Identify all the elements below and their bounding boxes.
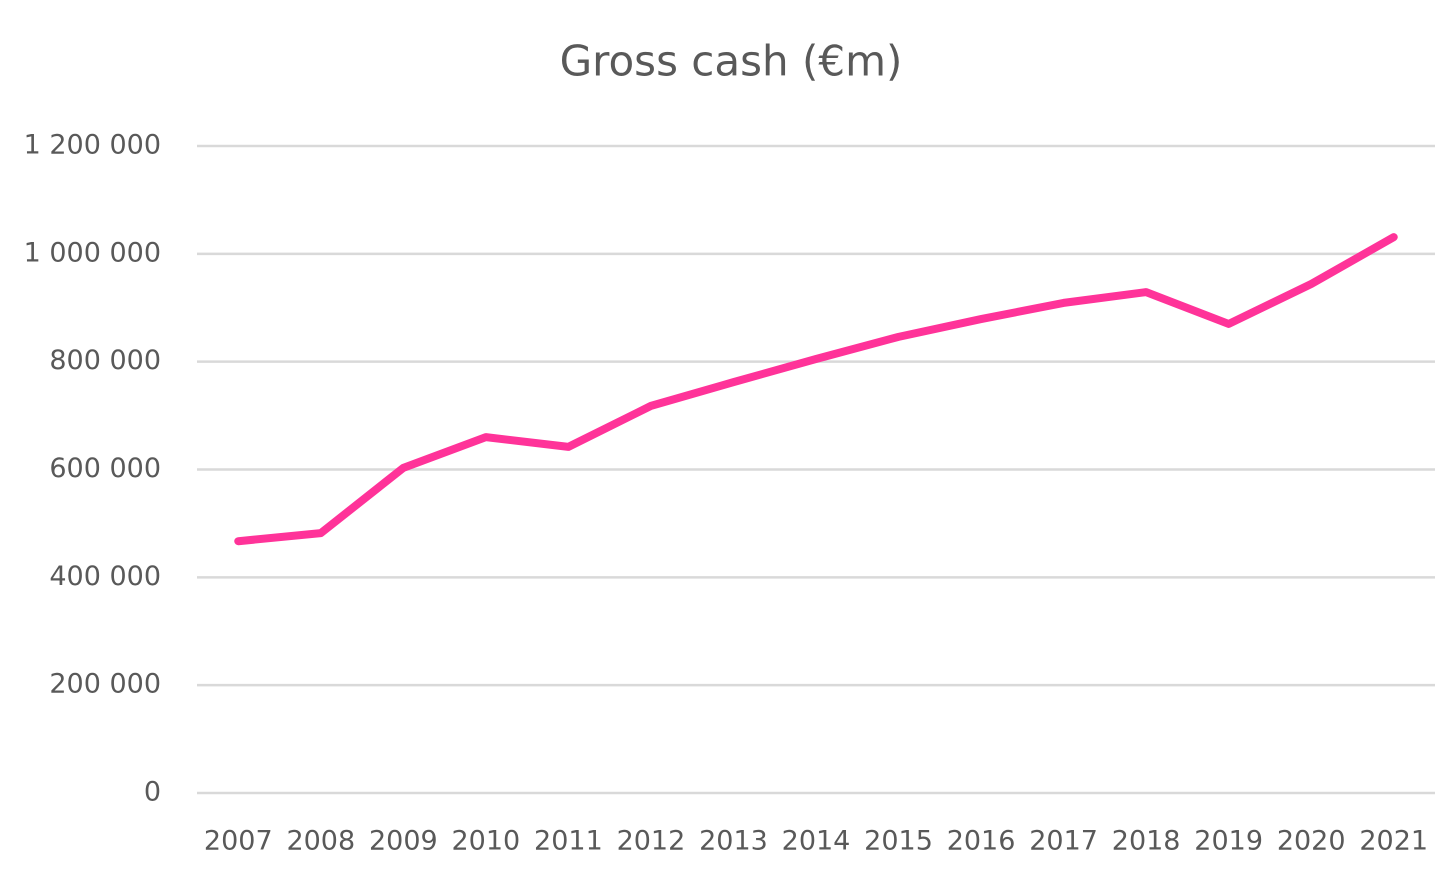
y-tick-label: 0 (144, 777, 161, 808)
y-tick-label: 600 000 (49, 453, 161, 484)
x-tick-label: 2011 (534, 826, 603, 857)
x-tick-label: 2012 (617, 826, 686, 857)
x-tick-label: 2014 (782, 826, 851, 857)
x-tick-label: 2015 (864, 826, 933, 857)
y-tick-label: 1 200 000 (24, 130, 161, 161)
x-tick-label: 2021 (1359, 826, 1428, 857)
line-series (234, 233, 1398, 546)
x-tick-label: 2019 (1194, 826, 1263, 857)
y-tick-label: 800 000 (49, 345, 161, 376)
x-tick-label: 2009 (369, 826, 438, 857)
x-tick-label: 2008 (286, 826, 355, 857)
x-tick-label: 2013 (699, 826, 768, 857)
x-tick-label: 2018 (1112, 826, 1181, 857)
x-tick-label: 2020 (1277, 826, 1346, 857)
y-tick-label: 200 000 (49, 669, 161, 700)
x-tick-label: 2017 (1029, 826, 1098, 857)
y-tick-label: 1 000 000 (24, 237, 161, 268)
x-tick-label: 2007 (204, 826, 273, 857)
x-tick-label: 2016 (947, 826, 1016, 857)
x-tick-label: 2010 (452, 826, 521, 857)
y-tick-label: 400 000 (49, 561, 161, 592)
chart-title: Gross cash (€m) (560, 37, 903, 86)
